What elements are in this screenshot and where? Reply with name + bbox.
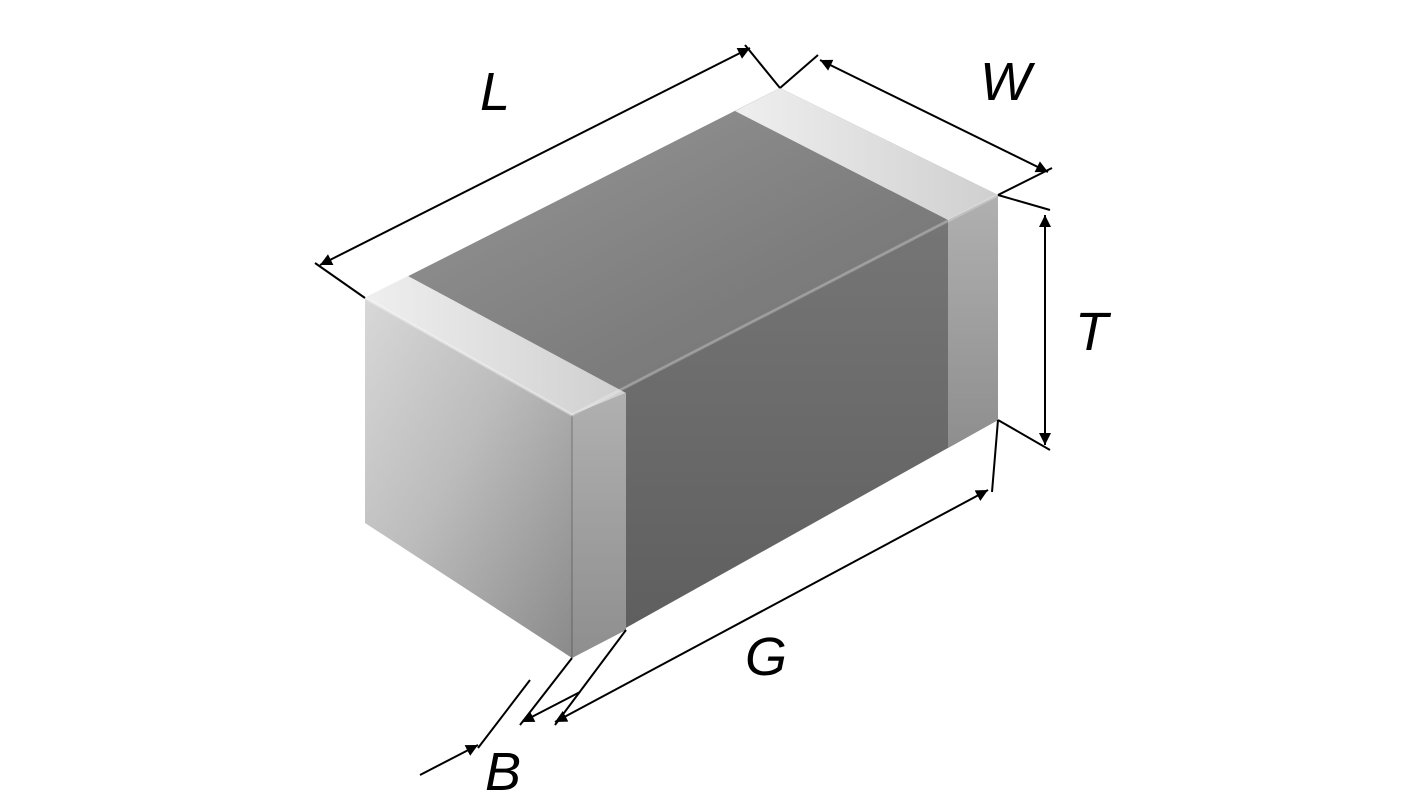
label-B: B xyxy=(485,742,521,798)
band-back-side xyxy=(948,195,998,448)
dimension-diagram: L W T G B xyxy=(0,0,1420,798)
label-G: G xyxy=(745,627,787,687)
label-T: T xyxy=(1075,302,1112,362)
label-L: L xyxy=(480,62,510,122)
component-body xyxy=(365,88,998,658)
dim-B-line-left xyxy=(420,745,478,775)
band-front-side xyxy=(572,393,626,658)
dim-B-line-right xyxy=(522,692,580,722)
label-W: W xyxy=(980,52,1036,112)
